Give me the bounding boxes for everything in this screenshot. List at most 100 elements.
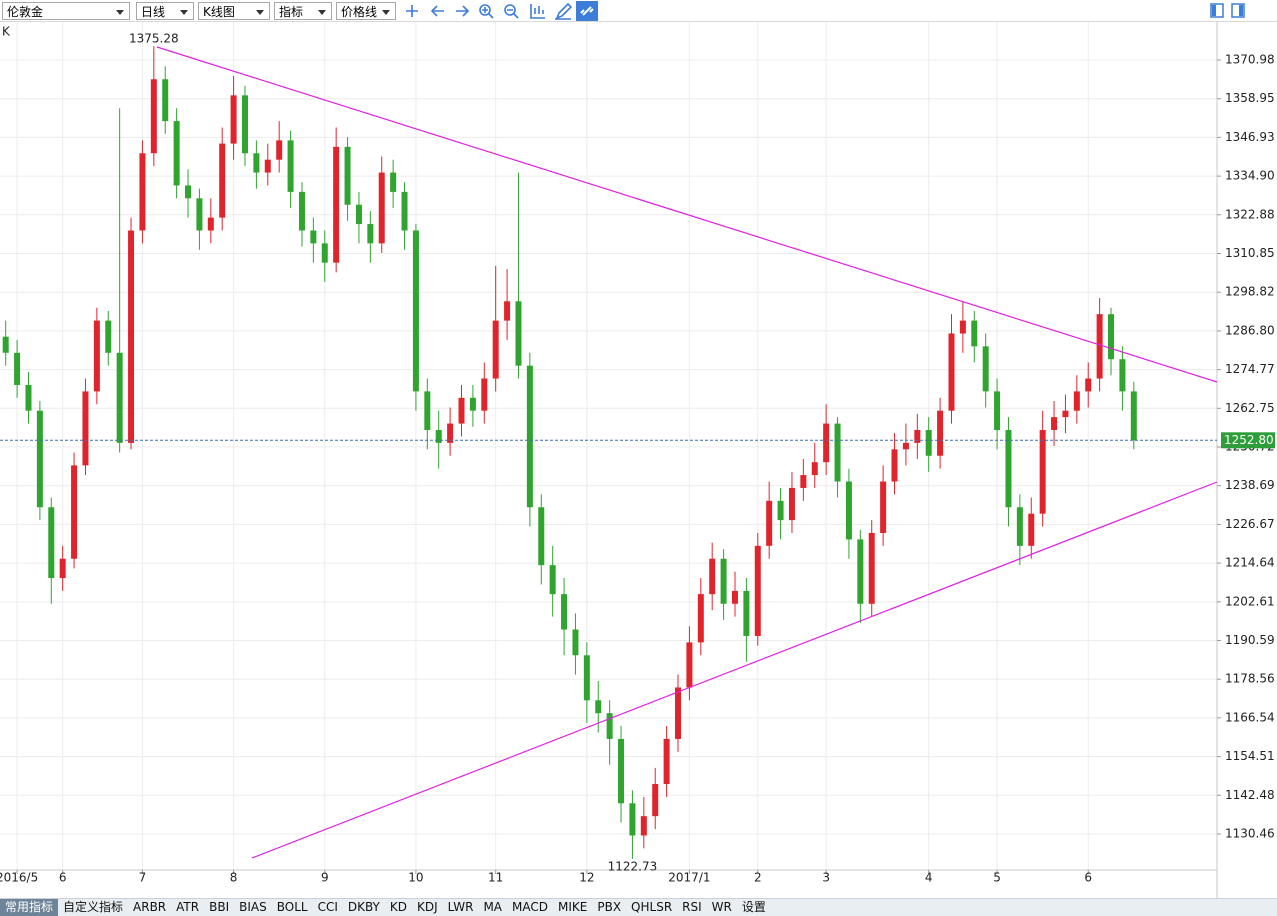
x-tick-label: 6 <box>1084 871 1092 885</box>
indicator-tab[interactable]: ATR <box>176 900 200 914</box>
candle-body <box>298 191 305 231</box>
candle-body <box>344 146 351 205</box>
candle-body <box>948 333 955 411</box>
y-tick-label: 1166.54 <box>1225 710 1275 724</box>
indicator-tab[interactable]: LWR <box>447 900 474 914</box>
indicator-tab[interactable]: MIKE <box>558 900 588 914</box>
period-select[interactable]: 日线 <box>136 2 194 20</box>
candle-body <box>652 783 659 817</box>
candle-body <box>14 352 21 385</box>
candle-body <box>71 465 78 559</box>
x-tick-label: 7 <box>139 871 147 885</box>
zoom-in-button[interactable] <box>479 4 494 19</box>
x-tick-label: 2 <box>754 871 762 885</box>
y-tick-label: 1298.82 <box>1225 285 1275 299</box>
y-tick-label: 1262.75 <box>1225 401 1275 415</box>
y-tick-label: 1226.67 <box>1225 517 1275 531</box>
candle-body <box>333 146 340 263</box>
candle-body <box>264 159 271 173</box>
indicator-tab[interactable]: QHLSR <box>631 900 673 914</box>
candle-body <box>1039 430 1046 514</box>
x-tick-label: 2016/5 <box>0 871 38 885</box>
candle-body <box>93 320 100 392</box>
layout-right-button[interactable] <box>1231 3 1245 18</box>
candle-body <box>937 410 944 456</box>
draw-button[interactable] <box>555 2 573 20</box>
indicator-tab[interactable]: RSI <box>682 900 702 914</box>
indicator-tab[interactable]: BIAS <box>239 900 267 914</box>
x-tick-label: 8 <box>230 871 238 885</box>
candle-body <box>834 423 841 482</box>
y-tick-label: 1130.46 <box>1225 826 1275 840</box>
candle-body <box>321 243 328 263</box>
candle-body <box>25 384 32 411</box>
candle-body <box>515 301 522 366</box>
indicator-tab[interactable]: MA <box>483 900 503 914</box>
chart-type-select[interactable]: K线图 <box>198 2 270 20</box>
candle-body <box>59 558 66 579</box>
candle-body <box>378 172 385 244</box>
candle-body <box>492 320 499 379</box>
forward-button[interactable] <box>456 5 470 17</box>
zoom-out-button[interactable] <box>504 4 519 19</box>
indicator-tab[interactable]: 自定义指标 <box>63 900 124 914</box>
indicator-tab[interactable]: BBI <box>209 900 230 914</box>
candle-body <box>618 738 625 804</box>
indicator-tab[interactable]: KD <box>389 900 407 914</box>
candle-body <box>504 301 511 321</box>
candle-body <box>481 378 488 411</box>
indicator-tab[interactable]: CCI <box>317 900 338 914</box>
indicator-tab[interactable]: ARBR <box>133 900 167 914</box>
candle-body <box>82 391 89 466</box>
autoscale-button[interactable] <box>530 4 545 19</box>
candle-body <box>788 487 795 521</box>
candle-body <box>800 475 807 488</box>
y-tick-label: 1274.77 <box>1225 362 1275 376</box>
x-tick-label: 2017/1 <box>668 871 710 885</box>
resistance-trendline[interactable] <box>156 46 1218 383</box>
candle-body <box>424 391 431 431</box>
candle-body <box>595 700 602 714</box>
candle-body <box>754 545 761 636</box>
candle-body <box>162 79 169 122</box>
y-tick-label: 1310.85 <box>1225 246 1275 260</box>
candle-body <box>845 481 852 540</box>
indicator-tab[interactable]: MACD <box>512 900 548 914</box>
indicator-tab[interactable]: 常用指标 <box>0 899 59 916</box>
candle-body <box>355 204 362 225</box>
support-trendline[interactable] <box>251 481 1218 859</box>
candle-body <box>1016 507 1023 546</box>
candle-body <box>857 539 864 604</box>
indicator-tab[interactable]: BOLL <box>276 900 308 914</box>
candle-body <box>583 655 590 701</box>
candle-body <box>1073 391 1080 411</box>
indicator-tab[interactable]: PBX <box>597 900 622 914</box>
candle-body <box>310 230 317 244</box>
candle-body <box>276 140 283 160</box>
crosshair-button[interactable] <box>406 5 418 17</box>
candle-body <box>640 816 647 836</box>
candle-body <box>743 590 750 636</box>
y-tick-label: 1154.51 <box>1225 749 1275 763</box>
y-tick-label: 1190.59 <box>1225 633 1275 647</box>
candle-body <box>48 507 55 579</box>
indicator-tab[interactable]: KDJ <box>417 900 438 914</box>
x-tick-label: 6 <box>59 871 67 885</box>
x-tick-label: 11 <box>488 871 503 885</box>
candle-body <box>686 642 693 688</box>
indicator-tab[interactable]: DKBY <box>347 900 380 914</box>
layout-left-button[interactable] <box>1210 3 1224 18</box>
indicator-select[interactable]: 指标 <box>274 2 332 20</box>
indicator-tab[interactable]: 设置 <box>741 900 766 914</box>
symbol-select[interactable]: 伦敦金 <box>2 2 130 20</box>
candle-body <box>994 391 1001 431</box>
back-button[interactable] <box>430 5 444 17</box>
candle-body <box>697 594 704 643</box>
candle-body <box>36 410 43 508</box>
price-line-select[interactable]: 价格线 <box>336 2 396 20</box>
high-label: 1375.28 <box>129 32 179 46</box>
candle-body <box>891 449 898 482</box>
low-label: 1122.73 <box>608 859 658 873</box>
candle-body <box>401 191 408 231</box>
indicator-tab[interactable]: WR <box>711 900 732 914</box>
